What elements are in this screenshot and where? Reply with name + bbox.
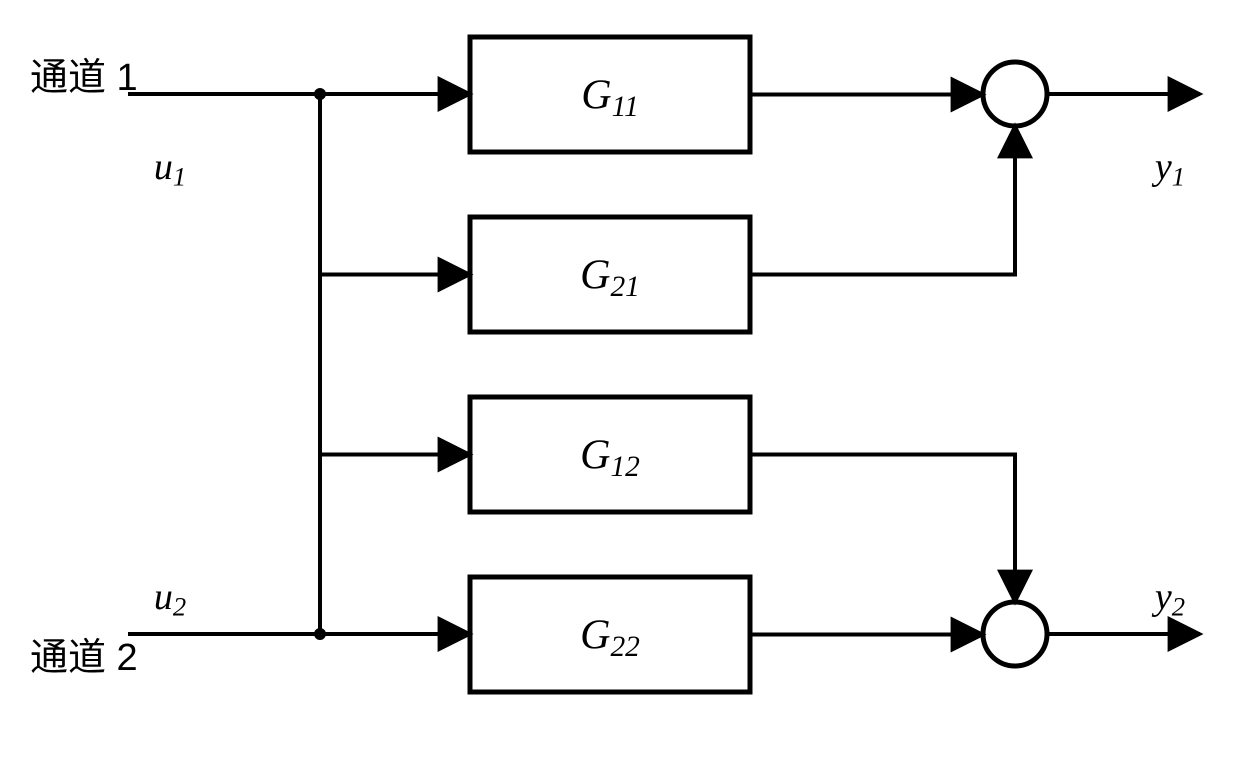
label-y1: y1 (1151, 146, 1185, 192)
sum-top (983, 62, 1047, 126)
block-diagram: G11G21G12G22通道 1通道 2u1u2y1y2 (0, 0, 1240, 762)
label-channel-2: 通道 2 (30, 637, 138, 679)
label-channel-1: 通道 1 (30, 57, 138, 99)
label-y2: y2 (1151, 576, 1185, 622)
wire-g12-sumB (750, 455, 1015, 603)
label-u1: u1 (154, 146, 186, 192)
wire-g21-sumT (750, 126, 1015, 275)
label-u2: u2 (154, 576, 186, 622)
sum-bottom (983, 602, 1047, 666)
